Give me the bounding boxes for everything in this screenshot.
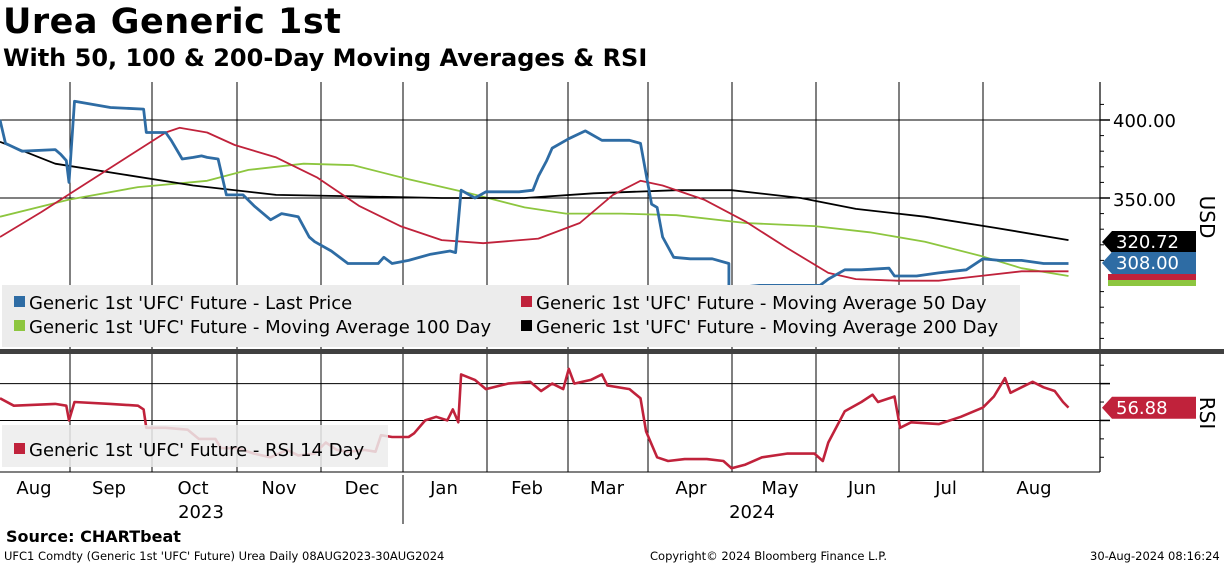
last-value-ma200: 320.72 [1116, 232, 1179, 253]
legend-swatch-ma200 [521, 320, 532, 331]
last-value-stub-ma100 [1108, 280, 1196, 286]
month-label-may: May [761, 478, 799, 499]
last-value-price: 308.00 [1116, 253, 1179, 274]
month-label-jun: Jun [847, 478, 876, 499]
legend-swatch-ma100 [14, 320, 25, 331]
source-label: Source: CHARTbeat [6, 527, 181, 546]
legend-label-price: Generic 1st 'UFC' Future - Last Price [29, 293, 352, 314]
month-label-mar: Mar [590, 478, 625, 499]
chart-title: Urea Generic 1st [3, 2, 342, 42]
legend-swatch-price [14, 296, 25, 307]
chart-subtitle: With 50, 100 & 200-Day Moving Averages &… [3, 44, 648, 72]
year-label-2023: 2023 [178, 502, 224, 523]
legend-label-ma100: Generic 1st 'UFC' Future - Moving Averag… [29, 317, 491, 338]
year-label-2024: 2024 [729, 502, 775, 523]
price-axis-title: USD [1195, 196, 1219, 239]
legend-swatch-rsi [14, 443, 25, 454]
footer-copyright: Copyright© 2024 Bloomberg Finance L.P. [650, 549, 887, 563]
month-label-jul: Jul [934, 478, 957, 499]
month-label-sep: Sep [92, 478, 126, 499]
price-line [0, 99, 1069, 290]
price-legend: Generic 1st 'UFC' Future - Last Price Ge… [2, 285, 1020, 347]
footer-ticker-info: UFC1 Comdty (Generic 1st 'UFC' Future) U… [4, 549, 445, 563]
month-label-aug-2024: Aug [1016, 478, 1051, 499]
month-label-aug-2023: Aug [16, 478, 51, 499]
month-label-oct: Oct [177, 478, 208, 499]
rsi-axis-title: RSI [1195, 397, 1219, 430]
legend-label-ma200: Generic 1st 'UFC' Future - Moving Averag… [536, 317, 998, 338]
legend-swatch-ma50 [521, 296, 532, 307]
last-value-stub-ma50 [1108, 274, 1196, 280]
rsi-legend: Generic 1st 'UFC' Future - RSI 14 Day [2, 425, 388, 467]
legend-label-rsi: Generic 1st 'UFC' Future - RSI 14 Day [29, 440, 365, 461]
last-value-tag-price: 308.00 [1102, 252, 1196, 274]
month-label-apr: Apr [675, 478, 707, 499]
ma200-line [0, 140, 1069, 241]
ytick-label-350: 350.00 [1113, 190, 1176, 211]
month-label-dec: Dec [345, 478, 380, 499]
rsi-legend-box [2, 425, 388, 467]
ma100-line [0, 162, 1069, 277]
panel-divider [0, 349, 1224, 354]
month-label-nov: Nov [261, 478, 296, 499]
month-label-feb: Feb [511, 478, 543, 499]
ytick-label-400: 400.00 [1113, 111, 1176, 132]
ma50-line [0, 126, 1069, 282]
last-value-rsi: 56.88 [1116, 398, 1168, 419]
legend-label-ma50: Generic 1st 'UFC' Future - Moving Averag… [536, 293, 987, 314]
month-label-jan: Jan [429, 478, 458, 499]
footer-timestamp: 30-Aug-2024 08:16:24 [1090, 549, 1220, 563]
last-value-tag-ma200: 320.72 [1102, 231, 1196, 253]
last-value-tag-rsi: 56.88 [1102, 396, 1196, 419]
price-legend-box [2, 285, 1020, 347]
